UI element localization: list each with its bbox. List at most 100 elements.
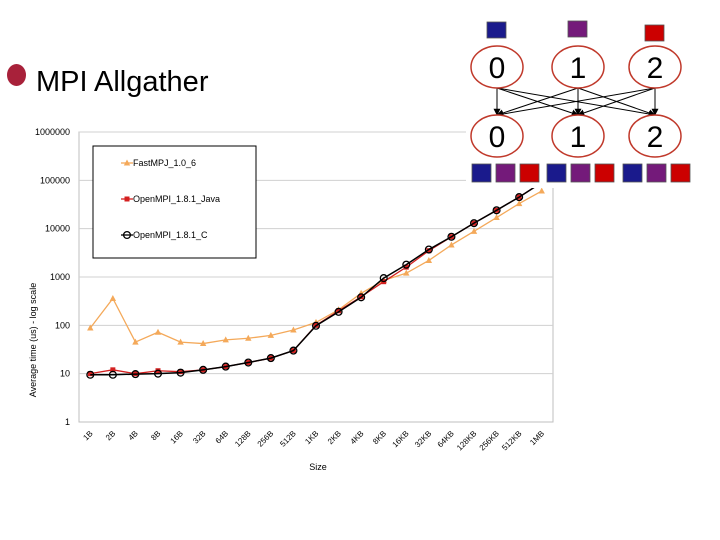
data-point	[334, 307, 343, 316]
gathered-data-block	[546, 163, 567, 183]
legend-box	[92, 145, 257, 259]
node-label: 2	[647, 121, 664, 154]
y-tick-label: 10000	[45, 224, 70, 234]
node-label: 0	[489, 121, 506, 154]
x-tick-label: 256KB	[478, 429, 501, 452]
node-label: 1	[570, 121, 587, 154]
data-point	[448, 241, 455, 248]
x-tick-label: 256B	[256, 429, 276, 449]
bottom-node-1: 1	[551, 114, 605, 158]
data-point	[109, 294, 117, 301]
top-node-0: 0	[470, 45, 524, 89]
x-tick-label: 4B	[127, 429, 140, 442]
top-node-2: 2	[628, 45, 682, 89]
y-tick-labels: 1 10 100 1000 10000 100000 1000000	[35, 127, 70, 427]
legend-label: OpenMPI_1.8.1_C	[133, 230, 208, 240]
node-label: 1	[570, 52, 587, 85]
data-point	[538, 187, 545, 194]
diagram-background	[466, 16, 720, 188]
data-point	[357, 293, 366, 302]
node-ellipse	[470, 114, 524, 158]
data-point	[108, 370, 117, 379]
data-point	[199, 340, 207, 347]
x-tick-label: 32KB	[413, 429, 433, 449]
data-point	[267, 331, 275, 338]
gathered-data-block	[570, 163, 591, 183]
data-point	[244, 358, 253, 367]
data-point	[424, 245, 433, 254]
bullet-dot	[7, 64, 26, 86]
legend: FastMPJ_1.0_6 OpenMPI_1.8.1_Java OpenMPI_1…	[92, 145, 257, 259]
data-point	[153, 369, 163, 378]
data-point	[447, 232, 456, 241]
gathered-data-block	[495, 163, 516, 183]
x-axis-label: Size	[309, 462, 327, 472]
data-point	[154, 328, 162, 335]
data-point	[87, 371, 93, 377]
x-tick-label: 16KB	[390, 429, 410, 449]
x-tick-labels: 1B 2B 4B 8B 16B 32B 64B 128B 256B 512B 1KB 2KB 4KB 8K…	[81, 429, 546, 452]
rank-data-block	[644, 24, 665, 42]
top-node-1: 1	[551, 45, 605, 89]
data-point	[222, 336, 229, 343]
data-point	[336, 308, 342, 314]
x-tick-label: 64KB	[436, 429, 456, 449]
x-tick-label: 8B	[149, 429, 162, 442]
data-point	[403, 269, 410, 276]
series-openmpi-1-8-1-c	[86, 178, 546, 379]
data-point	[176, 368, 185, 377]
y-tick-label: 100000	[40, 175, 70, 185]
y-axis-label: Average time (us) - log scale	[28, 283, 38, 397]
data-point	[515, 200, 523, 207]
node-label: 2	[647, 52, 664, 85]
y-tick-label: 1	[65, 417, 70, 427]
gather-edge	[496, 87, 579, 117]
x-tick-label: 8KB	[371, 429, 388, 446]
y-tick-label: 1000	[50, 272, 70, 282]
gather-edge	[577, 87, 656, 117]
x-tick-label: 512KB	[500, 429, 523, 452]
legend-label: OpenMPI_1.8.1_Java	[133, 194, 220, 204]
data-point	[132, 338, 139, 345]
x-tick-label: 2KB	[326, 429, 343, 446]
gathered-data-block	[670, 163, 691, 183]
data-point	[379, 274, 388, 283]
data-point	[492, 206, 501, 215]
node-ellipse	[628, 114, 682, 158]
data-point	[266, 354, 275, 363]
x-tick-label: 2B	[104, 429, 117, 442]
data-point	[110, 367, 116, 373]
rank-data-block	[486, 21, 507, 39]
y-tick-label: 1000000	[35, 127, 70, 137]
bottom-node-0: 0	[470, 114, 524, 158]
node-ellipse	[551, 114, 605, 158]
data-point	[221, 362, 230, 371]
data-point	[123, 159, 131, 166]
data-point	[86, 370, 95, 379]
node-ellipse	[470, 45, 524, 89]
gathered-data-block	[519, 163, 540, 183]
x-tick-label: 128B	[233, 429, 253, 449]
data-point	[87, 324, 94, 331]
data-point	[131, 370, 140, 379]
x-tick-label: 1KB	[303, 429, 320, 446]
bottom-node-2: 2	[628, 114, 682, 158]
rank-data-block	[567, 20, 588, 38]
data-point	[425, 256, 433, 263]
data-point	[470, 227, 478, 234]
data-point	[199, 365, 208, 374]
x-tick-label: 128KB	[455, 429, 478, 452]
data-point	[177, 338, 184, 345]
series-line	[90, 181, 543, 376]
x-tick-label: 16B	[169, 429, 185, 445]
node-ellipse	[551, 45, 605, 89]
gathered-data-block	[471, 163, 492, 183]
legend-label: FastMPJ_1.0_6	[133, 158, 196, 168]
data-point	[493, 214, 500, 221]
allgather-diagram: 0 1 2 0 1 2	[466, 16, 720, 188]
y-tick-label: 100	[55, 320, 70, 330]
x-tick-label: 64B	[214, 429, 230, 445]
data-point	[515, 193, 524, 202]
